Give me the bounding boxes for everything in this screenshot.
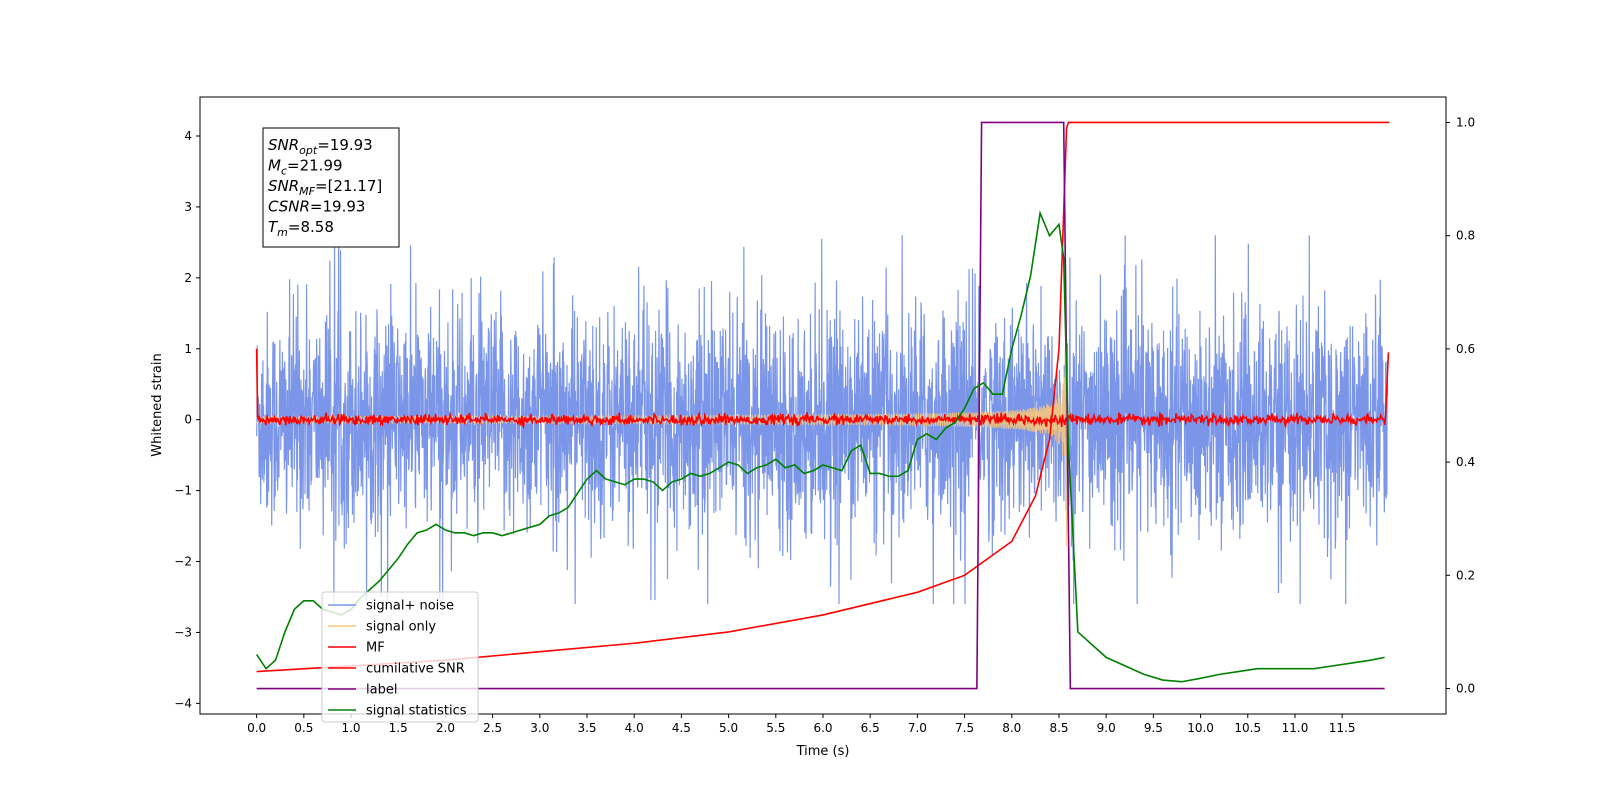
x-tick-label: 6.0 — [813, 721, 832, 735]
annotation-line: CSNR=19.93 — [268, 198, 365, 216]
y-axis-label: Whitened strain — [150, 353, 165, 456]
x-tick-label: 3.0 — [530, 721, 549, 735]
x-tick-label: 10.5 — [1234, 721, 1261, 735]
x-tick-label: 0.0 — [247, 721, 266, 735]
x-tick-label: 9.0 — [1097, 721, 1116, 735]
x-tick-label: 7.0 — [908, 721, 927, 735]
x-tick-label: 7.5 — [955, 721, 974, 735]
x-tick-label: 2.5 — [483, 721, 502, 735]
legend-frame — [321, 591, 479, 723]
legend-label: signal only — [366, 620, 436, 635]
y-tick-label-left: 3 — [184, 200, 192, 214]
x-tick-label: 11.0 — [1282, 721, 1309, 735]
legend-label: signal statistics — [366, 704, 467, 719]
y-tick-label-right: 0.2 — [1456, 568, 1475, 582]
y-tick-label-left: −4 — [174, 696, 192, 710]
x-tick-label: 1.0 — [341, 721, 360, 735]
y-tick-label-right: 0.8 — [1456, 229, 1475, 243]
legend-label: signal+ noise — [366, 599, 454, 614]
y-tick-label-left: 4 — [184, 129, 192, 143]
x-tick-label: 0.5 — [294, 721, 313, 735]
annotation-line: Tm=8.58 — [268, 218, 334, 239]
x-tick-label: 11.5 — [1329, 721, 1356, 735]
x-tick-label: 6.5 — [861, 721, 880, 735]
legend-label: cumilative SNR — [366, 662, 465, 677]
y-tick-label-right: 0.0 — [1456, 682, 1475, 696]
annotation-line: SNRMF=[21.17] — [268, 177, 382, 198]
annotation-box: SNRopt=19.93Mc=21.99SNRMF=[21.17]CSNR=19… — [262, 127, 400, 248]
series-label — [256, 121, 1385, 690]
x-tick-label: 2.0 — [436, 721, 455, 735]
x-axis-label: Time (s) — [796, 744, 850, 759]
x-tick-label: 3.5 — [577, 721, 596, 735]
series-signal-statistics — [255, 210, 1385, 683]
x-tick-label: 10.0 — [1187, 721, 1214, 735]
y-tick-label-left: 2 — [184, 271, 192, 285]
y-tick-label-left: 1 — [184, 342, 192, 356]
annotation-line: Mc=21.99 — [268, 157, 343, 178]
x-tick-label: 9.5 — [1144, 721, 1163, 735]
x-tick-label: 8.5 — [1049, 721, 1068, 735]
y-tick-label-left: −2 — [174, 555, 192, 569]
series-cumulative-snr — [256, 121, 1390, 673]
x-tick-label: 1.5 — [389, 721, 408, 735]
x-tick-label: 5.5 — [766, 721, 785, 735]
y-tick-label-left: 0 — [184, 413, 192, 427]
legend-label: MF — [366, 641, 385, 656]
legend-label: label — [366, 683, 397, 698]
legend: signal+ noise signal only MF cumilative SNR… — [321, 591, 479, 723]
annotation-frame — [262, 127, 400, 248]
x-tick-label: 4.5 — [672, 721, 691, 735]
series-mf — [255, 348, 1390, 430]
y-tick-label-right: 0.6 — [1456, 342, 1475, 356]
annotation-line: SNRopt=19.93 — [268, 136, 373, 157]
x-tick-label: 4.0 — [625, 721, 644, 735]
y-tick-label-left: −3 — [174, 625, 192, 639]
x-tick-label: 5.0 — [719, 721, 738, 735]
y-tick-label-right: 1.0 — [1456, 115, 1475, 129]
x-tick-label: 8.0 — [1002, 721, 1021, 735]
y-tick-label-right: 0.4 — [1456, 455, 1475, 469]
y-tick-label-left: −1 — [174, 484, 192, 498]
